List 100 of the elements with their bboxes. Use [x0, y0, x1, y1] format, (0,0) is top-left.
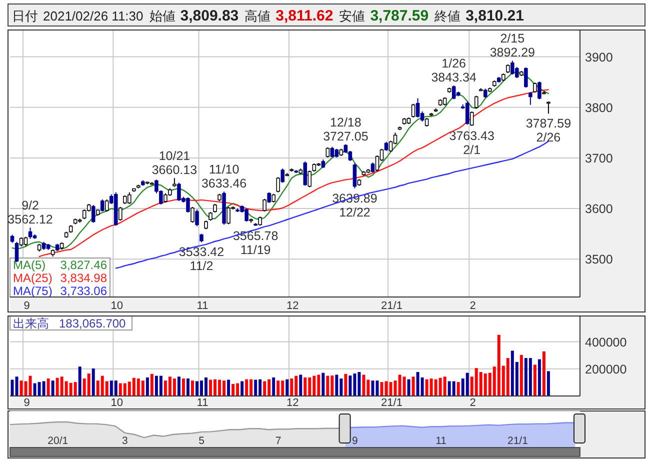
x-tick-label: 9	[24, 300, 30, 312]
annotation: 3565.78 11/19	[232, 228, 278, 257]
candlestick	[384, 141, 388, 152]
bar	[456, 382, 460, 396]
bar	[299, 374, 302, 396]
bar	[362, 374, 366, 396]
text: MA(5) 3,827.46	[13, 258, 107, 272]
y-tick-label: 400000	[585, 335, 627, 350]
bar	[92, 368, 95, 396]
y-tick-label: 3800	[585, 100, 613, 115]
bar	[326, 376, 330, 396]
bar	[402, 376, 406, 396]
bar	[371, 380, 374, 396]
bar	[407, 379, 410, 396]
bar	[254, 380, 258, 396]
annotation: 9/2 3562.12	[8, 198, 53, 227]
candlestick	[352, 163, 357, 189]
candlestick	[118, 206, 122, 222]
x-tick-label: 11	[436, 435, 447, 447]
bar	[542, 351, 546, 396]
candlestick	[91, 204, 96, 224]
bar	[546, 371, 550, 396]
annotation: 3533.42 11/2	[178, 245, 224, 274]
bar	[443, 376, 446, 396]
candlestick	[326, 146, 330, 158]
chart-title: 日付 2021/02/26 11:30	[12, 8, 144, 24]
x-tick-label: 21/1	[508, 435, 528, 447]
annotation: 3787.59 2/26	[526, 116, 572, 145]
y-tick-label: 3500	[585, 252, 613, 267]
candlestick	[533, 82, 537, 94]
candlestick	[452, 84, 456, 100]
y-tick-label: 3700	[585, 151, 613, 166]
candlestick	[24, 236, 28, 246]
bar	[322, 372, 325, 396]
bar	[150, 374, 154, 396]
bar	[245, 379, 248, 396]
bar	[466, 372, 469, 396]
x-tick-label: 5	[198, 435, 205, 447]
bar	[87, 373, 90, 396]
annotation: 2/15 3892.29	[490, 32, 536, 60]
annotation: 10/21 3660.13	[152, 149, 198, 178]
candlestick	[470, 110, 474, 126]
x-tick-label: 12	[286, 397, 299, 409]
x-tick-label: 20/1	[48, 435, 68, 447]
x-tick-label: 11	[196, 397, 208, 409]
bar	[28, 376, 32, 396]
text: 安値 3,787.59	[339, 8, 429, 24]
candlestick	[276, 176, 280, 193]
y-tick-label: 3600	[585, 202, 613, 216]
y-tick-label: 3900	[585, 50, 613, 64]
x-tick-label: 21/1	[381, 397, 402, 409]
candlestick	[483, 88, 488, 98]
bar	[141, 380, 144, 396]
candlestick	[308, 170, 312, 188]
bar	[286, 379, 289, 396]
bar	[272, 377, 276, 396]
candlestick	[19, 236, 24, 247]
candlestick	[465, 100, 470, 126]
bar	[232, 384, 235, 396]
candlestick	[28, 227, 32, 240]
candlestick	[267, 192, 271, 204]
annotation: 11/10 3633.46	[201, 162, 247, 191]
bar	[177, 376, 180, 396]
bar	[159, 376, 162, 396]
bar	[533, 364, 536, 396]
x-tick-label: 9	[24, 397, 30, 409]
bar	[191, 380, 194, 396]
annotation: 12/18 3727.05	[323, 115, 368, 144]
bar	[240, 381, 244, 396]
bar	[290, 378, 294, 396]
y-tick-label: 200000	[585, 362, 627, 376]
bar	[263, 381, 266, 396]
bar	[452, 381, 456, 396]
bar	[78, 366, 82, 396]
candlestick	[370, 162, 375, 174]
candlestick	[524, 66, 528, 88]
bar	[335, 374, 338, 396]
x-tick-label: 10	[110, 397, 124, 409]
candlestick	[262, 198, 266, 212]
bar	[114, 380, 118, 396]
bar	[172, 378, 176, 396]
candlestick	[411, 103, 416, 118]
bar	[227, 380, 230, 396]
bar	[506, 358, 510, 396]
x-tick-label: 2	[470, 397, 476, 409]
text: 出来高 183,065.700	[13, 316, 126, 330]
candlestick	[330, 146, 334, 158]
annotation: 1/26 3843.34	[431, 56, 476, 84]
candlestick	[416, 98, 420, 118]
text: MA(25) 3,834.98	[13, 271, 108, 285]
x-tick-label: 7	[275, 435, 282, 447]
text: 始値 3,809.83	[149, 8, 239, 24]
bar	[182, 378, 185, 396]
bar	[276, 380, 280, 396]
bar	[304, 377, 307, 396]
x-tick-label: 21/1	[381, 300, 402, 312]
candlestick	[474, 95, 478, 109]
series-label: MA(75) 3,733.06	[13, 284, 108, 298]
bar	[520, 354, 523, 396]
text: 終値 3,810.21	[434, 8, 524, 24]
